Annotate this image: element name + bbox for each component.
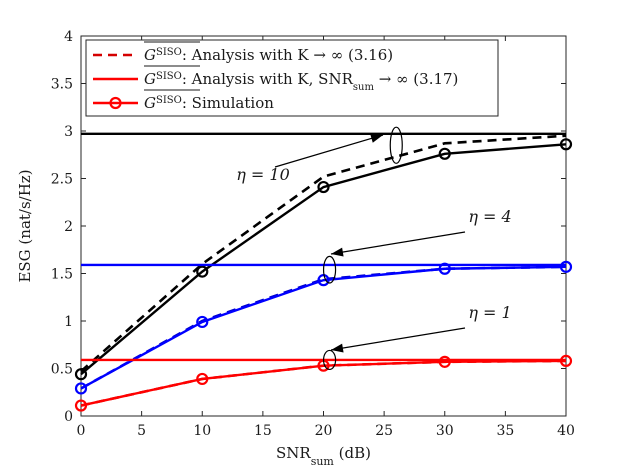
series-line-eta10-analysis [80, 134, 567, 373]
series-line-eta1-analysis [80, 359, 567, 407]
y-tick-label: 4 [64, 29, 73, 45]
data-point-eta4 [74, 382, 88, 395]
x-tick-label: 25 [375, 423, 393, 439]
y-tick-label: 2.5 [51, 172, 73, 188]
y-axis-label: ESG (nat/s/Hz) [16, 169, 34, 282]
annotation-arrow-eta-10 [274, 134, 384, 168]
series-line-eta4-simulation [80, 265, 567, 390]
series-line-eta10-simulation [80, 143, 567, 376]
y-tick-label: 0.5 [51, 362, 73, 378]
data-point-eta1 [196, 372, 209, 386]
x-tick-label: 15 [254, 423, 272, 439]
x-tick-label: 40 [557, 423, 575, 439]
legend-entry-label: GSISO: Simulation [144, 94, 274, 112]
data-point-eta10 [74, 368, 88, 381]
data-point-eta1 [438, 355, 451, 368]
y-tick-label: 1 [64, 314, 73, 330]
x-tick-label: 0 [77, 423, 86, 439]
series-line-eta1-simulation [80, 359, 567, 407]
x-axis-label: SNRsum (dB) [276, 444, 371, 467]
x-tick-label: 30 [436, 423, 454, 439]
annotation-arrowhead-eta-4 [331, 247, 344, 257]
y-tick-label: 0 [64, 409, 73, 425]
x-tick-label: 10 [193, 423, 211, 439]
x-tick-label: 5 [137, 423, 146, 439]
legend-swatch-marker [109, 96, 122, 110]
annotation-ellipse-eta-4 [322, 255, 337, 284]
y-tick-label: 3.5 [51, 77, 73, 93]
annotation-label-eta-10: η = 10 [236, 165, 290, 184]
y-tick-label: 3 [64, 124, 73, 140]
annotation-arrow-eta-1 [330, 327, 466, 351]
data-point-eta10 [317, 180, 330, 194]
y-tick-label: 1.5 [51, 267, 73, 283]
data-point-eta10 [196, 265, 209, 278]
data-point-eta4 [559, 260, 573, 273]
annotation-ellipse-eta-10 [389, 126, 403, 164]
x-tick-label: 35 [496, 423, 514, 439]
data-point-eta10 [559, 138, 573, 151]
data-point-eta10 [438, 147, 451, 160]
legend-box [85, 39, 499, 117]
data-point-eta1 [74, 399, 88, 412]
annotation-arrow-eta-4 [330, 231, 466, 255]
annotation-label-eta-1: η = 1 [468, 303, 511, 322]
annotation-ellipse-eta-1 [322, 349, 337, 371]
annotation-arrowhead-eta-10 [370, 134, 383, 143]
y-tick-label: 2 [64, 219, 73, 235]
legend-entry-label: GSISO: Analysis with K, SNRsum → ∞ (3.17… [144, 70, 458, 93]
legend-entry-label: GSISO: Analysis with K → ∞ (3.16) [144, 46, 393, 64]
annotation-arrowhead-eta-1 [331, 343, 344, 353]
data-point-eta4 [196, 315, 209, 329]
x-tick-label: 20 [315, 423, 333, 439]
annotation-label-eta-4: η = 4 [468, 207, 511, 226]
